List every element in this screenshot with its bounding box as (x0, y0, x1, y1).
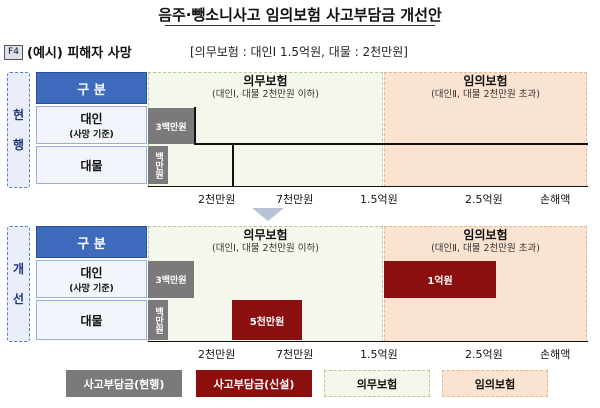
row-label-note: (사망 기준) (69, 130, 114, 140)
axis-tick: 7천만원 (276, 348, 314, 361)
fee-current-property: 백만원 (148, 146, 168, 184)
boundary-line (232, 143, 588, 145)
axis-tick: 7천만원 (276, 193, 314, 206)
legend-optional: 임의보험 (442, 370, 548, 397)
mandatory-header: 의무보험 (대인Ⅰ, 대물 2천만원 이하) (148, 226, 383, 258)
fee-current-property: 백만원 (148, 300, 168, 340)
side-label-char: 선 (12, 292, 25, 306)
side-label-improved: 개 선 (7, 226, 30, 342)
row-label-property: 대물 (36, 300, 147, 340)
axis-tick: 2천만원 (198, 348, 236, 361)
header-cell: 구 분 (36, 226, 147, 258)
row-label-bodily: 대인 (사망 기준) (36, 260, 147, 298)
optional-sub: (대인Ⅱ, 대물 2천만원 초과) (431, 89, 540, 100)
side-label-char: 행 (12, 138, 25, 152)
row-label-text: 대물 (80, 313, 103, 328)
axis-line (148, 186, 588, 187)
subtitle-note: [의무보험 : 대인Ⅰ 1.5억원, 대물 : 2천만원] (190, 45, 408, 59)
arrow-down-icon (252, 208, 284, 221)
side-label-char: 개 (12, 262, 25, 276)
figure-badge: F4 (4, 45, 23, 60)
axis-line (148, 341, 588, 342)
optional-sub: (대인Ⅱ, 대물 2천만원 초과) (431, 243, 540, 254)
axis-tick: 손해액 (540, 348, 571, 361)
mandatory-title: 의무보험 (243, 74, 288, 88)
fee-current-bodily: 3백만원 (148, 261, 194, 298)
row-label-property: 대물 (36, 146, 147, 184)
page-title: 음주·뺑소니사고 임의보험 사고부담금 개선안 (158, 6, 442, 24)
axis-tick: 1.5억원 (360, 348, 398, 361)
legend-mandatory: 의무보험 (324, 370, 430, 397)
mandatory-header: 의무보험 (대인Ⅰ, 대물 2천만원 이하) (148, 72, 383, 104)
row-label-text: 대인 (80, 266, 103, 280)
side-label-current: 현 행 (7, 72, 30, 188)
axis-tick: 1.5억원 (360, 193, 398, 206)
row-label-bodily: 대인 (사망 기준) (36, 106, 147, 144)
fee-label: 백만원 (153, 151, 163, 179)
boundary-line (232, 143, 234, 187)
subtitle: (예시) 피해자 사망 (27, 46, 132, 61)
fee-label: 백만원 (153, 306, 163, 334)
axis-tick: 2.5억원 (465, 193, 503, 206)
optional-header: 임의보험 (대인Ⅱ, 대물 2천만원 초과) (384, 226, 587, 258)
legend-new-fee: 사고부담금(신설) (196, 370, 312, 397)
mandatory-title: 의무보험 (243, 228, 288, 242)
fee-new-bodily: 1억원 (384, 261, 496, 298)
legend-current-fee: 사고부담금(현행) (66, 370, 182, 397)
title-underline (165, 25, 435, 26)
header-cell: 구 분 (36, 72, 147, 104)
row-label-text: 대물 (80, 158, 103, 173)
axis-tick: 2.5억원 (465, 348, 503, 361)
mandatory-sub: (대인Ⅰ, 대물 2천만원 이하) (212, 243, 319, 254)
boundary-line (194, 107, 196, 145)
row-label-text: 대인 (80, 112, 103, 126)
optional-title: 임의보험 (463, 228, 508, 242)
fee-new-property: 5천만원 (232, 300, 302, 340)
optional-area (384, 72, 587, 187)
row-label-note: (사망 기준) (69, 284, 114, 294)
side-label-char: 현 (12, 108, 25, 122)
fee-current-bodily: 3백만원 (148, 108, 194, 144)
optional-header: 임의보험 (대인Ⅱ, 대물 2천만원 초과) (384, 72, 587, 104)
optional-title: 임의보험 (463, 74, 508, 88)
mandatory-sub: (대인Ⅰ, 대물 2천만원 이하) (212, 89, 319, 100)
axis-tick: 손해액 (540, 193, 571, 206)
boundary-line (194, 143, 234, 145)
axis-tick: 2천만원 (198, 193, 236, 206)
